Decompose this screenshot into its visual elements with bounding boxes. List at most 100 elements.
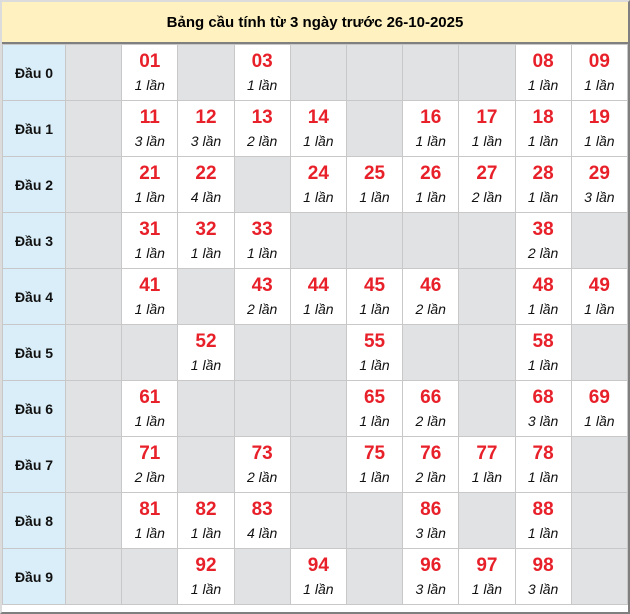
number: 66 bbox=[420, 387, 442, 408]
count: 3 lần bbox=[415, 525, 446, 541]
number-cell: 08 1 lần bbox=[514, 44, 572, 101]
count: 1 lần bbox=[134, 245, 165, 261]
number: 25 bbox=[363, 163, 386, 184]
count: 2 lần bbox=[527, 245, 559, 261]
empty-cell bbox=[233, 548, 291, 605]
count: 1 lần bbox=[471, 581, 503, 597]
row-label: Đầu 1 bbox=[2, 100, 66, 157]
number: 08 bbox=[532, 51, 554, 72]
count: 1 lần bbox=[471, 133, 503, 149]
count: 2 lần bbox=[246, 301, 278, 317]
number-cell: 83 4 lần bbox=[233, 492, 291, 549]
empty-cell bbox=[345, 548, 404, 605]
empty-cell bbox=[177, 44, 235, 101]
number: 86 bbox=[420, 499, 442, 520]
count: 1 lần bbox=[359, 469, 390, 485]
number: 01 bbox=[139, 51, 161, 72]
count: 1 lần bbox=[527, 469, 559, 485]
count: 1 lần bbox=[190, 357, 222, 373]
count: 3 lần bbox=[527, 413, 559, 429]
count: 1 lần bbox=[527, 301, 559, 317]
number-cell: 32 1 lần bbox=[177, 212, 235, 269]
number: 16 bbox=[420, 107, 442, 128]
empty-cell bbox=[570, 436, 629, 493]
empty-cell bbox=[570, 548, 629, 605]
number-cell: 55 1 lần bbox=[345, 324, 404, 381]
number-cell: 11 3 lần bbox=[121, 100, 179, 157]
number: 97 bbox=[476, 555, 498, 576]
number-cell: 19 1 lần bbox=[570, 100, 629, 157]
number-cell: 09 1 lần bbox=[570, 44, 629, 101]
count: 3 lần bbox=[584, 189, 615, 205]
number-cell: 03 1 lần bbox=[233, 44, 291, 101]
count: 1 lần bbox=[415, 133, 446, 149]
empty-cell bbox=[570, 492, 629, 549]
number-cell: 66 2 lần bbox=[402, 380, 460, 437]
empty-cell bbox=[64, 548, 123, 605]
empty-cell bbox=[570, 212, 629, 269]
empty-cell bbox=[64, 100, 123, 157]
empty-cell bbox=[458, 212, 516, 269]
table-row: Đầu 1 11 3 lần 12 3 lần 13 2 lần 14 1 lần 16 1 lần… bbox=[2, 100, 629, 157]
empty-cell bbox=[402, 324, 460, 381]
number-cell: 65 1 lần bbox=[345, 380, 404, 437]
number-cell: 81 1 lần bbox=[121, 492, 179, 549]
number-cell: 01 1 lần bbox=[121, 44, 179, 101]
count: 3 lần bbox=[527, 581, 559, 597]
empty-cell bbox=[289, 324, 347, 381]
count: 1 lần bbox=[190, 245, 222, 261]
number-cell: 21 1 lần bbox=[121, 156, 179, 213]
number: 14 bbox=[307, 107, 329, 128]
number: 26 bbox=[420, 163, 442, 184]
empty-cell bbox=[233, 324, 291, 381]
empty-cell bbox=[458, 380, 516, 437]
number: 09 bbox=[588, 51, 610, 72]
number-cell: 92 1 lần bbox=[177, 548, 235, 605]
row-label: Đầu 7 bbox=[2, 436, 66, 493]
row-label: Đầu 6 bbox=[2, 380, 66, 437]
count: 1 lần bbox=[359, 357, 390, 373]
count: 1 lần bbox=[303, 581, 334, 597]
number-cell: 28 1 lần bbox=[514, 156, 572, 213]
empty-cell bbox=[64, 156, 123, 213]
number-cell: 17 1 lần bbox=[458, 100, 516, 157]
count: 1 lần bbox=[415, 189, 446, 205]
number: 92 bbox=[195, 555, 217, 576]
number-cell: 73 2 lần bbox=[233, 436, 291, 493]
number-cell: 14 1 lần bbox=[289, 100, 347, 157]
empty-cell bbox=[345, 44, 404, 101]
grid: Đầu 0 01 1 lần 03 1 lần 08 1 lần 09 1 lần Đầu 1 11… bbox=[2, 44, 629, 605]
count: 1 lần bbox=[584, 77, 615, 93]
number: 73 bbox=[251, 443, 273, 464]
table-row: Đầu 5 52 1 lần 55 1 lần 58 1 lần bbox=[2, 324, 629, 381]
number-cell: 76 2 lần bbox=[402, 436, 460, 493]
number: 61 bbox=[139, 387, 161, 408]
number: 52 bbox=[195, 331, 217, 352]
number: 96 bbox=[420, 555, 442, 576]
number-cell: 16 1 lần bbox=[402, 100, 460, 157]
count: 1 lần bbox=[190, 581, 222, 597]
number: 83 bbox=[251, 499, 273, 520]
count: 1 lần bbox=[584, 133, 615, 149]
number: 03 bbox=[251, 51, 273, 72]
number: 32 bbox=[195, 219, 217, 240]
count: 1 lần bbox=[246, 245, 278, 261]
number: 17 bbox=[476, 107, 498, 128]
count: 3 lần bbox=[190, 133, 222, 149]
number: 88 bbox=[532, 499, 554, 520]
empty-cell bbox=[345, 100, 404, 157]
number-cell: 31 1 lần bbox=[121, 212, 179, 269]
number: 13 bbox=[251, 107, 273, 128]
empty-cell bbox=[289, 212, 347, 269]
number: 44 bbox=[307, 275, 329, 296]
count: 1 lần bbox=[134, 413, 165, 429]
number: 98 bbox=[532, 555, 554, 576]
number-cell: 49 1 lần bbox=[570, 268, 629, 325]
count: 1 lần bbox=[527, 77, 559, 93]
empty-cell bbox=[177, 436, 235, 493]
number: 41 bbox=[139, 275, 161, 296]
count: 2 lần bbox=[246, 133, 278, 149]
count: 1 lần bbox=[303, 133, 334, 149]
number: 28 bbox=[532, 163, 554, 184]
empty-cell bbox=[121, 548, 179, 605]
